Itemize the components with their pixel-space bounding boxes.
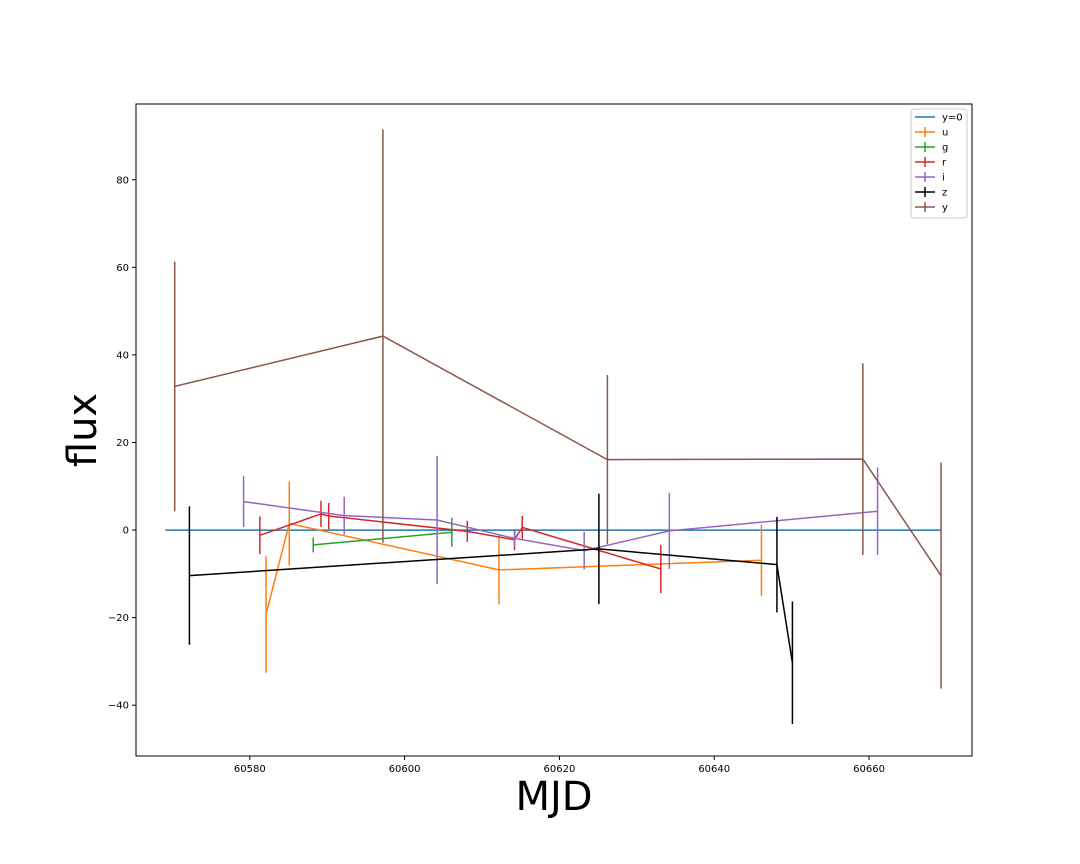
legend-label: z <box>942 188 947 199</box>
x-tick-label: 60580 <box>234 764 266 775</box>
legend-label: y <box>942 203 948 214</box>
series-z <box>188 493 794 725</box>
x-tick-label: 60620 <box>544 764 576 775</box>
legend-item: r <box>915 157 947 169</box>
y-tick-label: −20 <box>108 613 129 624</box>
plot-frame <box>135 103 973 757</box>
y-tick-label: 20 <box>116 438 129 449</box>
x-tick-label: 60660 <box>853 764 885 775</box>
series-layer <box>165 129 942 725</box>
legend-label: r <box>942 158 947 169</box>
x-axis-title: MJD <box>515 774 592 820</box>
y-axis-title: flux <box>60 393 106 467</box>
x-axis: 60580 60600 60620 60640 60660 <box>234 756 885 775</box>
legend-item: g <box>915 142 948 154</box>
y-tick-label: 40 <box>116 350 129 361</box>
series-u <box>265 481 763 673</box>
y-tick-label: −40 <box>108 701 129 712</box>
y-tick-label: 80 <box>116 175 129 186</box>
y-tick-label: 60 <box>116 263 129 274</box>
legend-item: z <box>915 187 947 199</box>
x-tick-label: 60640 <box>698 764 730 775</box>
legend-label: g <box>942 143 948 154</box>
series-i <box>242 456 879 584</box>
x-tick-label: 60600 <box>389 764 421 775</box>
series-line <box>265 522 762 615</box>
legend-item: y=0 <box>915 113 963 124</box>
legend-label: i <box>942 173 945 184</box>
legend-item: i <box>915 172 945 184</box>
legend-item: u <box>915 127 948 139</box>
legend-item: y <box>915 202 948 214</box>
y-tick-label: 0 <box>123 526 129 537</box>
series-line <box>189 548 794 663</box>
y-axis: −40 −20 0 20 40 60 80 <box>108 175 136 712</box>
legend-label: y=0 <box>942 113 963 124</box>
legend-label: u <box>942 128 948 139</box>
series-y <box>173 129 942 689</box>
legend-box <box>910 108 968 219</box>
